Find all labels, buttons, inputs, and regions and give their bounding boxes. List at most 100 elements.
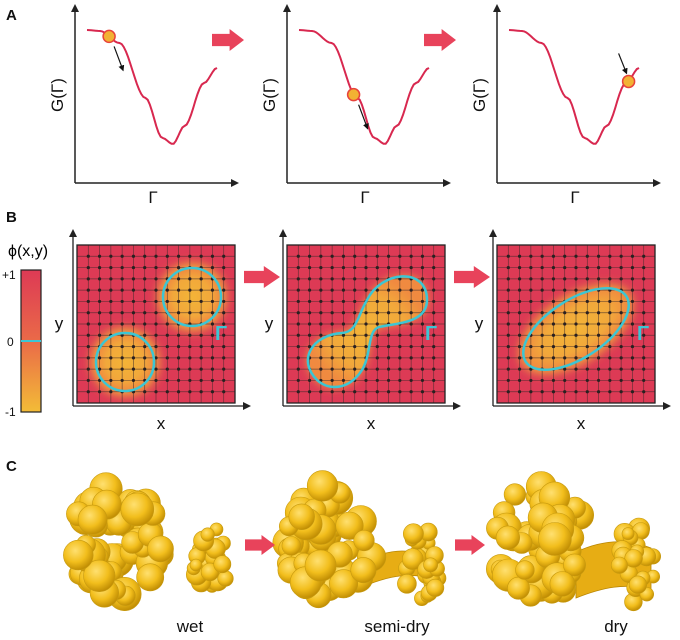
grid-node: [596, 367, 601, 371]
transition-arrow-b1: [244, 266, 280, 288]
grid-node: [529, 378, 533, 383]
grid-node: [375, 390, 379, 394]
grid-node: [120, 299, 124, 304]
grid-node: [630, 390, 635, 394]
grid-node: [319, 356, 323, 360]
grid-node: [608, 254, 612, 258]
grid-node: [596, 378, 601, 383]
grid-node: [529, 277, 533, 281]
grid-node: [551, 288, 556, 292]
surface-lobe: [335, 511, 364, 540]
grid-node: [176, 367, 181, 371]
grid-node: [97, 356, 102, 360]
grid-node: [341, 322, 346, 326]
grid-node: [222, 322, 226, 326]
protein-surface-panels: wet semi-dry dry: [63, 470, 661, 636]
grid-node: [154, 367, 158, 371]
grid-node: [398, 356, 402, 360]
x-axis-label: Γ: [148, 188, 157, 207]
grid-node: [420, 333, 425, 337]
grid-node: [630, 277, 635, 281]
grid-node: [296, 390, 300, 394]
grid-node: [353, 288, 357, 292]
interface-boundary: [522, 287, 630, 371]
grid-node: [222, 344, 226, 349]
grid-node: [375, 356, 379, 360]
grid-node: [409, 356, 413, 360]
grid-node: [563, 311, 567, 315]
colorbar-tick-top: +1: [2, 268, 16, 282]
state-label-semi-dry: semi-dry: [364, 617, 430, 636]
grid-node: [86, 322, 90, 326]
grid-node: [120, 322, 124, 326]
grid-node: [420, 322, 425, 326]
grid-node: [341, 311, 346, 315]
grid-node: [143, 322, 147, 326]
grid-node: [222, 333, 226, 337]
grid-node: [199, 277, 203, 281]
grid-node: [109, 390, 113, 394]
grid-node: [131, 367, 136, 371]
state-label-dry: dry: [604, 617, 628, 636]
grid-node: [199, 390, 203, 394]
grid-node: [199, 378, 203, 383]
grid-node: [517, 344, 522, 349]
surface-lobe: [426, 578, 445, 597]
grid-node: [210, 333, 215, 337]
grid-node: [165, 322, 169, 326]
grid-node: [307, 254, 312, 258]
grid-node: [642, 277, 646, 281]
grid-node: [409, 265, 413, 270]
surface-lobe: [329, 569, 359, 599]
grid-node: [574, 378, 578, 383]
grid-node: [630, 333, 635, 337]
grid-node: [630, 367, 635, 371]
grid-node: [585, 277, 589, 281]
grid-node: [188, 333, 192, 337]
grid-node: [517, 367, 522, 371]
grid-node: [529, 344, 533, 349]
grid-node: [199, 367, 203, 371]
grid-node: [210, 322, 215, 326]
grid-node: [154, 333, 158, 337]
grid-node: [109, 311, 113, 315]
grid-node: [210, 254, 215, 258]
grid-node: [386, 311, 391, 315]
grid-node: [154, 344, 158, 349]
surface-lobe: [147, 535, 174, 563]
grid-node: [296, 333, 300, 337]
grid-node: [551, 356, 556, 360]
surface-lobe: [83, 559, 116, 593]
grid-node: [619, 254, 623, 258]
grid-node: [86, 288, 90, 292]
grid-node: [330, 378, 334, 383]
grid-node: [529, 311, 533, 315]
grid-node: [188, 277, 192, 281]
grid-node: [176, 378, 181, 383]
grid-node: [97, 322, 102, 326]
grid-node: [375, 378, 379, 383]
grid-node: [551, 390, 556, 394]
grid-node: [222, 378, 226, 383]
grid-node: [517, 333, 522, 337]
grid-node: [386, 299, 391, 304]
surface-lobe: [189, 558, 203, 572]
grid-node: [529, 254, 533, 258]
grid-node: [506, 265, 510, 270]
grid-node: [551, 254, 556, 258]
grid-node: [420, 367, 425, 371]
protein-surface-2: semi-dry: [272, 470, 447, 636]
grid-node: [307, 277, 312, 281]
panel-frame: [286, 244, 446, 404]
grid-node: [330, 322, 334, 326]
grid-node: [86, 367, 90, 371]
grid-node: [364, 265, 368, 270]
grid-node: [109, 356, 113, 360]
grid-node: [506, 299, 510, 304]
grid-node: [120, 265, 124, 270]
energy-panel-2: Γ G(Γ): [260, 4, 451, 207]
grid-node: [143, 333, 147, 337]
grid-node: [574, 322, 578, 326]
grid-node: [330, 265, 334, 270]
grid-node: [432, 367, 436, 371]
